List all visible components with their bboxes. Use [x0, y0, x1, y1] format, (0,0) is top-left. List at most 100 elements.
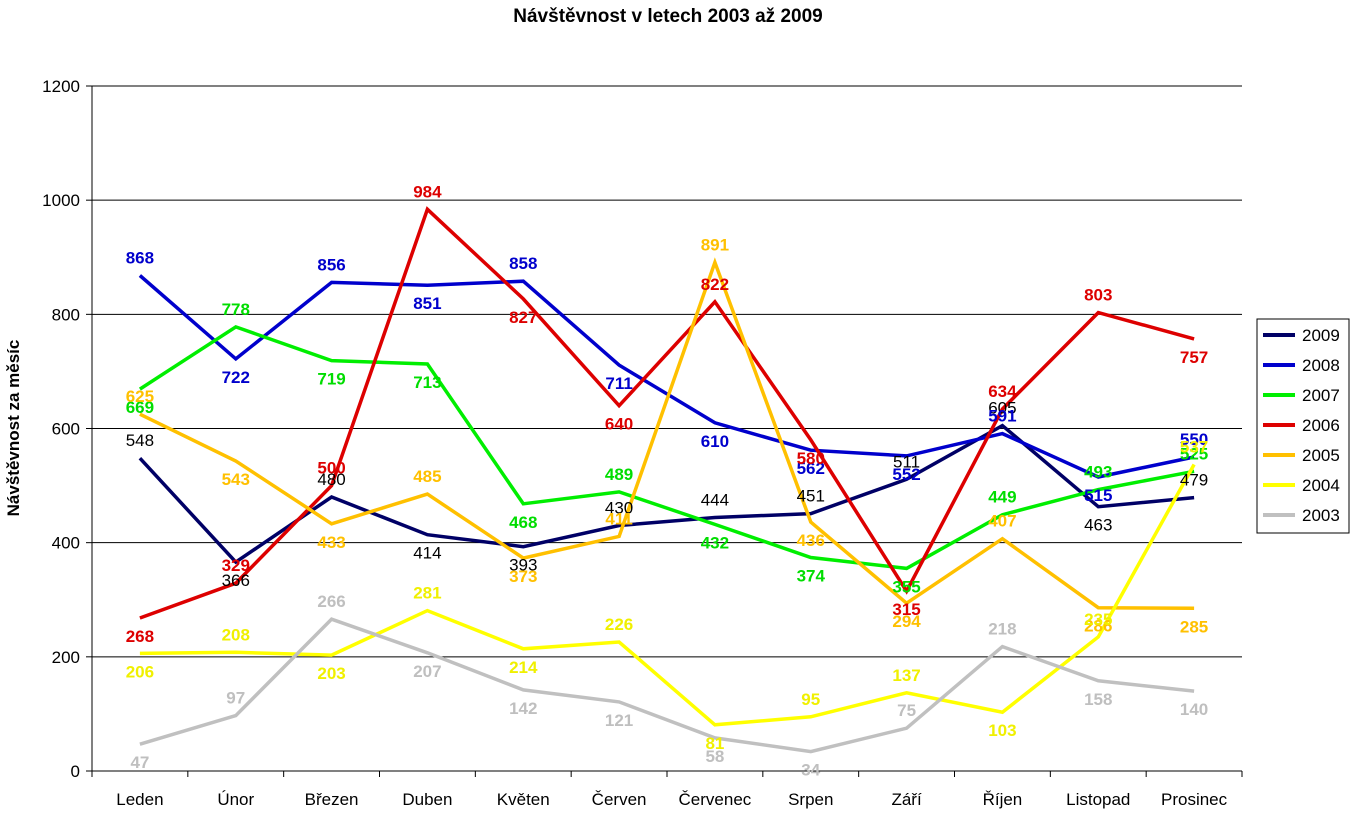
data-label-2007: 493 — [1084, 463, 1112, 482]
legend: 2009 2008 2007 2006 2005 2004 2003 — [1256, 318, 1350, 534]
data-label-2004: 137 — [892, 666, 920, 685]
legend-label-2004: 2004 — [1302, 476, 1340, 495]
data-label-2004: 235 — [1084, 610, 1112, 629]
series-lines — [138, 206, 1196, 754]
data-label-2006: 827 — [509, 308, 537, 327]
data-label-2006: 984 — [413, 182, 442, 201]
data-label-2003: 218 — [988, 620, 1016, 639]
data-labels: 548 366 480 414 393 430 444 451 511 605 463 479 868 7… — [126, 182, 1209, 779]
y-tick-label: 400 — [52, 534, 80, 553]
data-label-2008: 550 — [1180, 430, 1208, 449]
data-label-2004: 103 — [988, 721, 1016, 740]
data-label-2008: 562 — [797, 459, 825, 478]
series-line-2004 — [139, 463, 1196, 727]
data-label-2008: 552 — [892, 465, 920, 484]
x-tick-label: Červen — [592, 790, 647, 809]
data-label-2005: 285 — [1180, 617, 1208, 636]
data-label-2003: 58 — [705, 747, 724, 766]
data-label-2005: 625 — [126, 387, 154, 406]
legend-label-2006: 2006 — [1302, 416, 1340, 435]
data-label-2005: 436 — [797, 531, 825, 550]
data-label-2003: 142 — [509, 699, 537, 718]
data-label-2009: 605 — [988, 399, 1016, 418]
data-label-2006: 803 — [1084, 286, 1112, 305]
data-label-2007: 449 — [988, 488, 1016, 507]
data-label-2003: 97 — [226, 689, 245, 708]
data-label-2005: 411 — [605, 509, 632, 528]
data-label-2003: 266 — [317, 592, 345, 611]
series-line-2005 — [139, 257, 1195, 611]
axes: 0 200 400 600 800 1000 1200 Leden Únor Březen Dube… — [42, 77, 1243, 809]
data-label-2003: 47 — [130, 753, 149, 772]
data-label-2008: 515 — [1084, 486, 1112, 505]
data-label-2009: 451 — [797, 487, 825, 506]
data-label-2006: 500 — [317, 459, 345, 478]
data-label-2005: 373 — [509, 567, 537, 586]
x-tick-label: Únor — [217, 790, 254, 809]
data-label-2008: 610 — [701, 432, 729, 451]
data-label-2007: 525 — [1180, 444, 1208, 463]
data-label-2009: 463 — [1084, 516, 1112, 535]
legend-label-2008: 2008 — [1302, 356, 1340, 375]
data-label-2007: 355 — [892, 577, 920, 596]
data-label-2007: 374 — [797, 567, 826, 586]
data-label-2006: 634 — [988, 382, 1017, 401]
data-label-2004: 95 — [801, 690, 820, 709]
series-line-2009 — [138, 423, 1195, 565]
data-label-2004: 226 — [605, 615, 633, 634]
data-label-2006: 315 — [892, 600, 920, 619]
data-label-2006: 757 — [1180, 348, 1208, 367]
x-tick-label: Květen — [497, 790, 550, 809]
x-tick-label: Listopad — [1066, 790, 1130, 809]
y-tick-label: 0 — [71, 762, 80, 781]
series-line-2007 — [138, 324, 1195, 571]
data-label-2005: 891 — [701, 235, 729, 254]
y-tick-label: 1000 — [42, 191, 80, 210]
data-label-2006: 640 — [605, 415, 633, 434]
data-label-2008: 868 — [126, 249, 154, 268]
x-tick-label: Březen — [305, 790, 359, 809]
series-line-2008 — [138, 274, 1195, 479]
data-label-2004: 537 — [1180, 437, 1208, 456]
data-label-2008: 851 — [413, 294, 441, 313]
data-label-2005: 485 — [413, 467, 441, 486]
data-label-2003: 34 — [801, 761, 820, 780]
data-label-2009: 430 — [605, 499, 633, 518]
data-label-2009: 511 — [893, 452, 920, 471]
chart-title: Návštěvnost v letech 2003 až 2009 — [513, 6, 822, 27]
legend-label-2007: 2007 — [1302, 386, 1340, 405]
data-label-2005: 433 — [317, 533, 345, 552]
data-label-2003: 121 — [605, 711, 633, 730]
data-label-2007: 713 — [413, 373, 441, 392]
data-label-2003: 207 — [413, 662, 441, 681]
data-label-2007: 778 — [222, 300, 250, 319]
data-label-2007: 432 — [701, 533, 729, 552]
series-line-2006 — [139, 206, 1195, 620]
data-label-2007: 489 — [605, 465, 633, 484]
data-label-2009: 548 — [126, 431, 154, 450]
data-label-2008: 591 — [988, 407, 1016, 426]
data-label-2008: 722 — [222, 368, 250, 387]
series-line-2003 — [139, 617, 1195, 754]
data-label-2008: 858 — [509, 254, 537, 273]
data-label-2009: 480 — [317, 470, 345, 489]
data-label-2006: 822 — [701, 275, 729, 294]
data-label-2007: 669 — [126, 398, 154, 417]
x-tick-label: Září — [891, 790, 922, 809]
x-tick-label: Leden — [116, 790, 163, 809]
data-label-2005: 294 — [892, 612, 921, 631]
x-tick-label: Srpen — [788, 790, 833, 809]
data-label-2009: 414 — [413, 544, 441, 563]
y-tick-label: 600 — [52, 420, 80, 439]
x-tick-label: Červenec — [679, 790, 752, 809]
legend-label-2009: 2009 — [1302, 326, 1340, 345]
x-tick-label: Duben — [402, 790, 452, 809]
data-label-2006: 268 — [126, 627, 154, 646]
data-label-2005: 407 — [988, 512, 1016, 531]
data-label-2004: 281 — [413, 584, 441, 603]
data-label-2003: 75 — [897, 701, 916, 720]
data-label-2008: 711 — [605, 374, 632, 393]
data-label-2004: 208 — [222, 625, 250, 644]
data-label-2006: 329 — [222, 556, 250, 575]
